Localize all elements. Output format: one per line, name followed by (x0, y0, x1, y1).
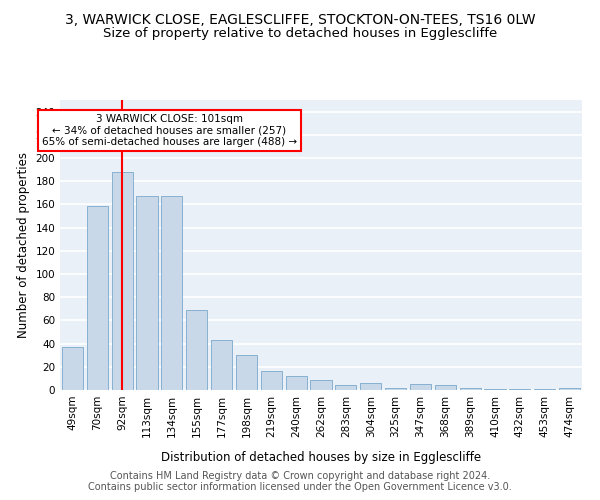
Bar (385, 388, 406, 390)
Bar (236, 355, 257, 390)
Bar (360, 383, 381, 390)
Bar (509, 389, 530, 390)
Bar (310, 380, 332, 390)
Text: Contains HM Land Registry data © Crown copyright and database right 2024.
Contai: Contains HM Land Registry data © Crown c… (88, 471, 512, 492)
Text: 3 WARWICK CLOSE: 101sqm
← 34% of detached houses are smaller (257)
65% of semi-d: 3 WARWICK CLOSE: 101sqm ← 34% of detache… (42, 114, 297, 147)
Bar (435, 386, 456, 390)
Bar (286, 376, 307, 390)
Bar (534, 389, 555, 390)
Y-axis label: Number of detached properties: Number of detached properties (17, 152, 30, 338)
Bar (460, 388, 481, 390)
Bar (559, 388, 580, 390)
Bar (136, 196, 158, 390)
Bar (186, 310, 207, 390)
Bar (62, 347, 83, 390)
Bar (410, 384, 431, 390)
Bar (87, 206, 108, 390)
Bar (261, 372, 282, 390)
Text: Distribution of detached houses by size in Egglescliffe: Distribution of detached houses by size … (161, 451, 481, 464)
Bar (335, 386, 356, 390)
Bar (211, 340, 232, 390)
Bar (484, 389, 506, 390)
Bar (112, 172, 133, 390)
Text: Size of property relative to detached houses in Egglescliffe: Size of property relative to detached ho… (103, 28, 497, 40)
Bar (161, 196, 182, 390)
Text: 3, WARWICK CLOSE, EAGLESCLIFFE, STOCKTON-ON-TEES, TS16 0LW: 3, WARWICK CLOSE, EAGLESCLIFFE, STOCKTON… (65, 12, 535, 26)
